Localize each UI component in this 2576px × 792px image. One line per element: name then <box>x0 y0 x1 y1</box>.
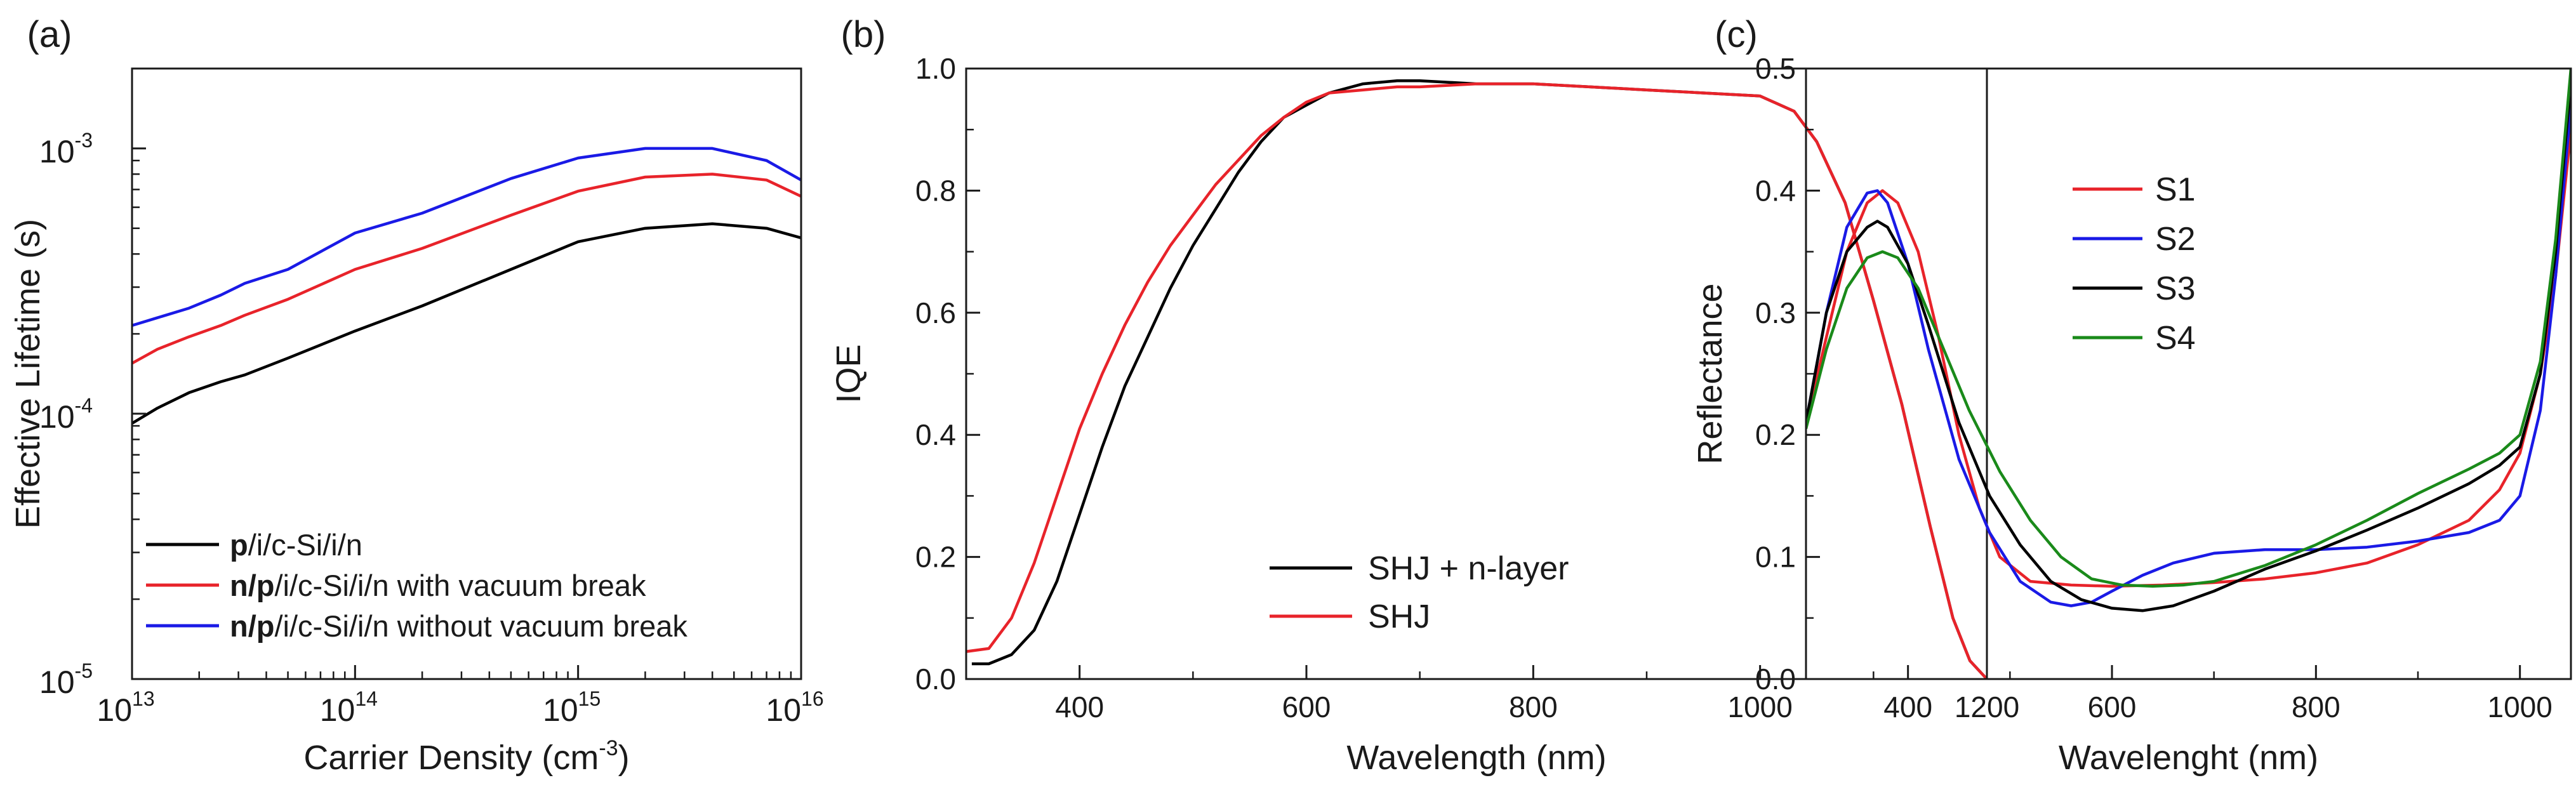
series-group <box>1806 69 2571 612</box>
y-tick-label: 0.8 <box>915 174 956 207</box>
series-line-p-i-c-si-i-n <box>132 222 801 425</box>
x-tick-label: 400 <box>1883 690 1932 723</box>
legend-entry: S3 <box>2155 270 2196 307</box>
x-tick-label: 1014 <box>320 687 378 728</box>
y-tick-label: 0.6 <box>915 296 956 329</box>
legend-entry-rest: /i/c-Si/i/n with vacuum break <box>274 569 646 602</box>
y-tick-base: 10 <box>39 134 75 169</box>
y-tick-label: 0.2 <box>915 541 956 574</box>
panel-label: (c) <box>1715 14 1758 55</box>
legend: p/i/c-Si/i/n n/p/i/c-Si/i/n with vacuum b… <box>146 528 687 643</box>
x-tick-label: 600 <box>1282 690 1331 723</box>
series-group <box>132 147 801 425</box>
y-axis-label: Effective Lifetime (s) <box>9 219 47 529</box>
x-axis-label: Wavelenght (nm) <box>2059 739 2318 777</box>
y-tick-label: 0.5 <box>1755 52 1796 85</box>
y-tick-label: 0.4 <box>915 418 956 451</box>
y-tick-label: 0.4 <box>1755 174 1796 207</box>
legend-entry: S4 <box>2155 320 2196 357</box>
legend-entry-rest: /i/c-Si/i/n without vacuum break <box>274 609 687 643</box>
axes-frame <box>1805 67 2572 680</box>
panel-b: 400 600 800 1000 1200 0.0 0.2 0.4 0.6 0.8 1.0 Wavel… <box>830 14 2019 777</box>
legend: S1 S2 S3 S4 <box>2073 171 2196 357</box>
x-tick-label: 1200 <box>1955 690 2019 723</box>
x-tick-label: 600 <box>2088 690 2137 723</box>
legend-entry: SHJ + n-layer <box>1368 550 1569 587</box>
panel-label: (a) <box>27 14 72 55</box>
series-line-s1 <box>1806 129 2571 588</box>
y-axis-label: IQE <box>830 344 868 403</box>
y-tick-base: 10 <box>39 664 75 700</box>
x-tick-label: 800 <box>1509 690 1558 723</box>
x-tick-exp: 14 <box>355 687 378 710</box>
x-tick-exp: 15 <box>578 687 601 710</box>
legend-entry: S2 <box>2155 221 2196 258</box>
x-axis-label-sup: -3 <box>599 736 618 760</box>
legend-entry: n/p/i/c-Si/i/n with vacuum break <box>230 569 646 602</box>
series-line-s4 <box>1806 69 2571 588</box>
series-line-s3 <box>1806 80 2571 612</box>
x-tick-label: 800 <box>2292 690 2340 723</box>
x-axis-label-text: Carrier Density (cm <box>303 739 599 777</box>
x-axis-label-text: Wavelength (nm) <box>1346 739 1606 777</box>
legend-entry-bold: n/p <box>230 609 274 643</box>
legend-entry-rest: /i/c-Si/i/n <box>248 528 362 562</box>
x-tick-base: 10 <box>320 692 355 728</box>
x-tick-base: 10 <box>543 692 578 728</box>
y-tick-label: 0.3 <box>1755 296 1796 329</box>
y-tick-label: 10-3 <box>39 129 93 169</box>
y-tick-label: 1.0 <box>915 52 956 85</box>
x-axis-label: Carrier Density (cm-3) <box>303 736 629 777</box>
legend-entry: n/p/i/c-Si/i/n without vacuum break <box>230 609 687 643</box>
y-tick-exp: -5 <box>75 659 93 682</box>
x-tick-label: 1000 <box>2487 690 2552 723</box>
x-tick-exp: 13 <box>132 687 155 710</box>
series-line-n-p-i-c-si-i-n-with-vacuum-break <box>132 173 801 365</box>
y-tick-label: 10-5 <box>39 659 93 700</box>
panel-c: 400 600 800 10000.00.10.20.30.40.5Wavelengh… <box>1691 14 2572 777</box>
y-tick-exp: -4 <box>75 394 93 417</box>
series-line-shj <box>966 82 1987 679</box>
x-tick-base: 10 <box>766 692 801 728</box>
x-axis-label: Wavelength (nm) <box>1346 739 1606 777</box>
y-tick-label: 0.1 <box>1755 541 1796 574</box>
y-tick-label: 10-4 <box>39 394 93 435</box>
x-axis-label-tail: ) <box>618 739 630 777</box>
axes-frame <box>965 67 1988 680</box>
panel-label: (b) <box>841 14 886 55</box>
series-line-n-p-i-c-si-i-n-without-vacuum-break <box>132 147 801 327</box>
y-tick-label: 0.2 <box>1755 418 1796 451</box>
legend-entry-bold: n/p <box>230 569 274 602</box>
x-tick-label: 1016 <box>766 687 823 728</box>
x-tick-base: 10 <box>96 692 132 728</box>
series-line-shj-n-layer <box>971 79 1987 679</box>
legend: SHJ + n-layer SHJ <box>1270 550 1569 635</box>
x-tick-label: 1015 <box>543 687 601 728</box>
axes-frame <box>131 67 802 680</box>
x-tick-label: 1013 <box>96 687 154 728</box>
legend-entry: p/i/c-Si/i/n <box>230 528 362 562</box>
x-tick-label: 400 <box>1055 690 1104 723</box>
series-line-s2 <box>1806 105 2571 607</box>
y-tick-label: 0.0 <box>1755 663 1796 696</box>
series-group <box>966 79 1987 679</box>
x-tick-exp: 16 <box>801 687 824 710</box>
legend-entry: SHJ <box>1368 598 1430 635</box>
x-tick-label: 1000 <box>1727 690 1792 723</box>
x-axis-label-text: Wavelenght (nm) <box>2059 739 2318 777</box>
y-tick-exp: -3 <box>75 129 93 152</box>
legend-entry: S1 <box>2155 171 2196 208</box>
legend-entry-bold: p <box>230 528 248 562</box>
y-tick-label: 0.0 <box>915 663 956 696</box>
y-tick-base: 10 <box>39 399 75 435</box>
y-axis-label: Reflectance <box>1691 283 1729 464</box>
